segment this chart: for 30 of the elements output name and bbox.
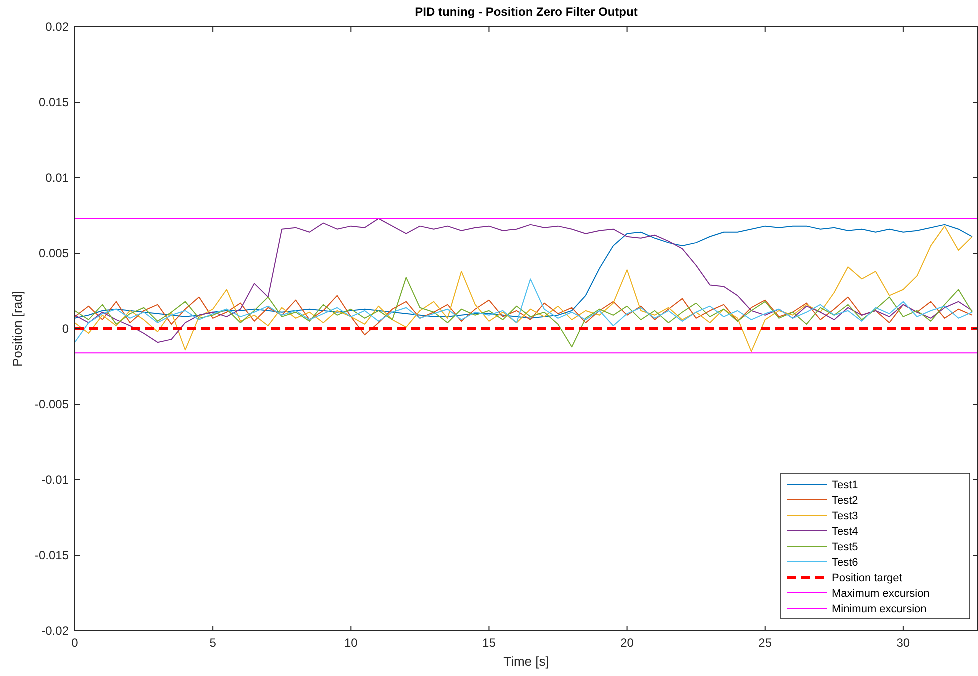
line-series	[75, 224, 973, 319]
legend-label: Test3	[832, 510, 858, 522]
y-tick-label: 0.01	[46, 171, 70, 185]
y-axis-title: Position [rad]	[10, 291, 25, 367]
x-axis-title: Time [s]	[504, 654, 550, 669]
y-tick-label: 0.02	[46, 20, 70, 34]
legend-label: Test5	[832, 542, 858, 554]
x-tick-label: 15	[482, 636, 496, 650]
legend-label: Minimum excursion	[832, 604, 927, 616]
y-tick-label: -0.015	[34, 548, 70, 562]
x-tick-label: 25	[758, 636, 772, 650]
y-tick-label: 0.005	[38, 246, 70, 260]
x-tick-label: 20	[620, 636, 634, 650]
y-tick-label: -0.005	[34, 398, 70, 412]
x-tick-label: 0	[72, 636, 79, 650]
legend-label: Test6	[832, 557, 858, 569]
legend-label: Test4	[832, 526, 858, 538]
x-tick-label: 10	[344, 636, 358, 650]
chart-title: PID tuning - Position Zero Filter Output	[415, 5, 638, 19]
x-tick-label: 5	[210, 636, 217, 650]
y-tick-label: -0.02	[42, 624, 70, 638]
legend-label: Test2	[832, 495, 858, 507]
y-tick-label: 0.015	[38, 96, 70, 110]
legend-label: Test1	[832, 480, 858, 492]
legend-label: Maximum excursion	[832, 588, 930, 600]
y-tick-label: 0	[62, 322, 70, 336]
x-tick-label: 30	[896, 636, 910, 650]
line-series	[75, 295, 973, 336]
legend-label: Position target	[832, 572, 902, 584]
y-tick-label: -0.01	[42, 473, 70, 487]
